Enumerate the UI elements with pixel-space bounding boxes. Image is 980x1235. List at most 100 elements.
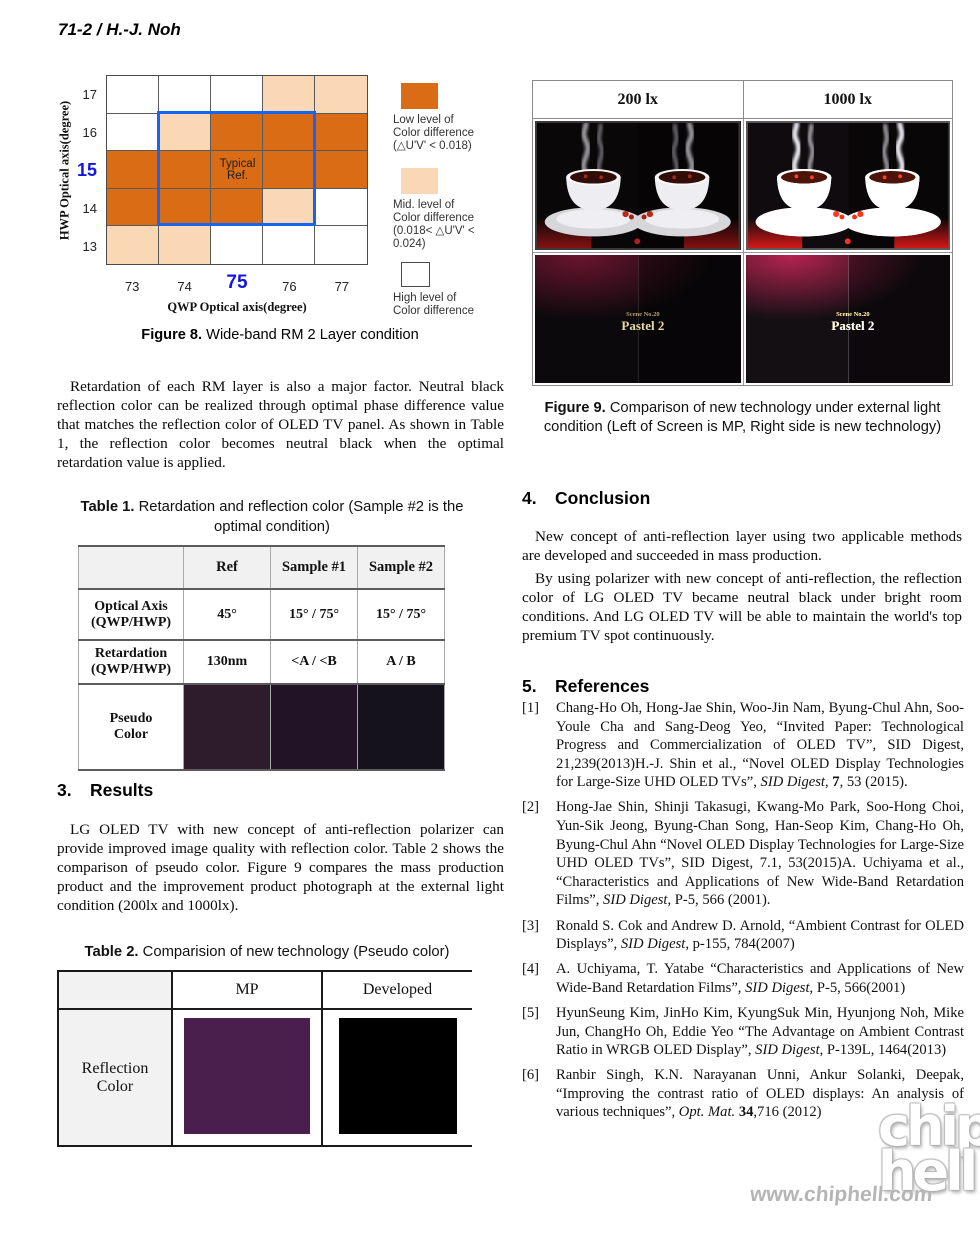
table1-header-cell (78, 546, 184, 589)
heatmap-cell (315, 226, 367, 264)
reference-item: [5] HyunSeung Kim, JinHo Kim, KyungSuk Mi… (522, 1004, 964, 1059)
intro-paragraph: Retardation of each RM layer is also a m… (57, 378, 504, 471)
y-tick: 14 (82, 200, 97, 216)
x-tick-highlighted: 75 (226, 272, 248, 293)
photo-pastel-200lx: Scene No.20 Pastel 2 (533, 252, 743, 385)
table1-cell: 130nm (183, 640, 271, 684)
heatmap-cell (211, 113, 263, 152)
figure8-x-axis-label: QWP Optical axis(degree) (167, 300, 307, 314)
table2-corner-cell (59, 972, 173, 1010)
table2-header-developed: Developed (323, 972, 472, 1010)
heatmap-cell (159, 76, 211, 114)
heatmap-cell (159, 113, 211, 152)
photo-pastel-1000lx: Scene No.20 Pastel 2 (742, 252, 952, 385)
x-tick: 77 (334, 279, 350, 294)
conclusion-paragraph-2: By using polarizer with new concept of a… (522, 570, 962, 644)
legend-label-high: High level of Color difference (393, 292, 474, 317)
heatmap-cell (211, 76, 263, 114)
scene-label: Scene No.20 Pastel 2 (621, 311, 665, 334)
conclusion-paragraph-1: New concept of anti-reflection layer usi… (522, 528, 962, 564)
y-tick: 17 (82, 86, 97, 102)
figure9: 200 lx 1000 lx (532, 80, 953, 386)
table-row: Optical Axis (QWP/HWP) 45° 15° / 75° 15° … (78, 589, 445, 640)
reflection-glow (535, 255, 741, 383)
table1-header-row: Ref Sample #1 Sample #2 (78, 546, 445, 589)
reference-list: [1] Chang-Ho Oh, Hong-Jae Shin, Woo-Jin N… (522, 699, 964, 1128)
table1-row-label: Optical Axis (QWP/HWP) (78, 589, 184, 640)
y-tick: 16 (82, 124, 97, 140)
figure9-caption: Figure 9. Comparison of new technology u… (543, 400, 942, 435)
x-tick: 76 (282, 279, 297, 294)
heatmap-cell (159, 151, 211, 189)
figure8-y-ticks: 17 16 15 14 13 (55, 75, 102, 265)
figure8-chart: HWP Optical axis(degree) 17 16 15 14 13 … (55, 62, 505, 324)
legend-label-mid: Mid. level of Color difference (0.018< △… (393, 199, 475, 250)
figure8-legend: Low level of Color difference (△U'V' < 0… (393, 62, 505, 318)
heatmap-grid (106, 75, 368, 265)
reference-item: [4] A. Uchiyama, T. Yatabe “Characteristi… (522, 961, 964, 996)
x-tick: 73 (124, 279, 140, 294)
heatmap-cell (107, 151, 159, 189)
heatmap-cell (107, 188, 159, 227)
figure8-x-ticks: 73 74 75 76 77 (106, 268, 368, 294)
legend-swatch-mid (401, 168, 438, 194)
y-tick: 13 (82, 238, 97, 254)
table1-header-cell: Sample #1 (270, 546, 358, 589)
legend-swatch-high (401, 262, 430, 287)
heatmap-cell (263, 151, 315, 189)
heatmap-cell (211, 226, 263, 264)
table1-header-cell: Ref (183, 546, 271, 589)
heatmap-cell (315, 113, 367, 152)
table-row: Retardation (QWP/HWP) 130nm <A / <B A / B (78, 640, 445, 684)
heatmap-cell (107, 113, 159, 152)
reference-item: [2] Hong-Jae Shin, Shinji Takasugi, Kwang… (522, 799, 964, 909)
figure9-header-200lx: 200 lx (617, 90, 658, 108)
table-row: Pseudo Color (78, 684, 445, 770)
heatmap-highlight-box (157, 111, 316, 226)
reflection-color-mp (173, 1010, 323, 1145)
heatmap-cell (263, 76, 315, 114)
table1-cell: 15° / 75° (270, 589, 358, 640)
figure8-caption: Figure 8. Wide-band RM 2 Layer condition (141, 327, 419, 343)
table2-caption: Table 2. Comparision of new technology (… (84, 944, 450, 960)
heatmap-cell (159, 226, 211, 264)
table2: MP Developed Reflection Color (57, 970, 472, 1147)
legend-swatch-low (401, 83, 438, 109)
reference-item: [3] Ronald S. Cok and Andrew D. Arnold, “… (522, 917, 964, 953)
photo-coffee-1000lx (742, 119, 952, 252)
legend-label-low: Low level of Color difference (△U'V' < 0… (393, 114, 474, 152)
pseudo-color-ref (183, 684, 271, 770)
reflection-color-developed (323, 1010, 472, 1145)
heatmap-cell (159, 188, 211, 227)
chiphell-logo: chip hell (878, 1095, 980, 1203)
scene-label: Scene No.20 Pastel 2 (831, 311, 875, 334)
pseudo-color-sample1 (270, 684, 358, 770)
table2-row-label: Reflection Color (59, 1010, 173, 1145)
table1: Ref Sample #1 Sample #2 Optical Axis (QWP… (78, 545, 445, 771)
table1-header-cell: Sample #2 (357, 546, 445, 589)
heatmap-cell (263, 226, 315, 264)
heatmap-cell (315, 151, 367, 189)
table1-caption: Table 1. Retardation and reflection colo… (80, 499, 464, 535)
references-heading: 5. References (522, 676, 650, 696)
table1-cell: 45° (183, 589, 271, 640)
table1-cell: 15° / 75° (357, 589, 445, 640)
heatmap-cell (211, 188, 263, 227)
table2-header-mp: MP (173, 972, 323, 1010)
reference-item: [6] Ranbir Singh, K.N. Narayanan Unni, An… (522, 1067, 964, 1121)
pseudo-color-sample2 (357, 684, 445, 770)
table1-row-label: Retardation (QWP/HWP) (78, 640, 184, 684)
figure9-header-1000lx: 1000 lx (742, 81, 953, 118)
heatmap-cell (107, 76, 159, 114)
y-tick-highlighted: 15 (76, 159, 97, 180)
heatmap-annotation: Typical Ref. (219, 157, 256, 183)
page-header: 71-2 / H.-J. Noh (58, 20, 181, 39)
heatmap-cell (211, 151, 263, 189)
x-tick: 74 (177, 279, 192, 294)
table1-cell: A / B (357, 640, 445, 684)
reference-item: [1] Chang-Ho Oh, Hong-Jae Shin, Woo-Jin N… (522, 700, 964, 791)
table1-row-label: Pseudo Color (78, 684, 184, 770)
conclusion-heading: 4. Conclusion (522, 488, 651, 508)
results-heading: 3. Results (57, 780, 154, 800)
